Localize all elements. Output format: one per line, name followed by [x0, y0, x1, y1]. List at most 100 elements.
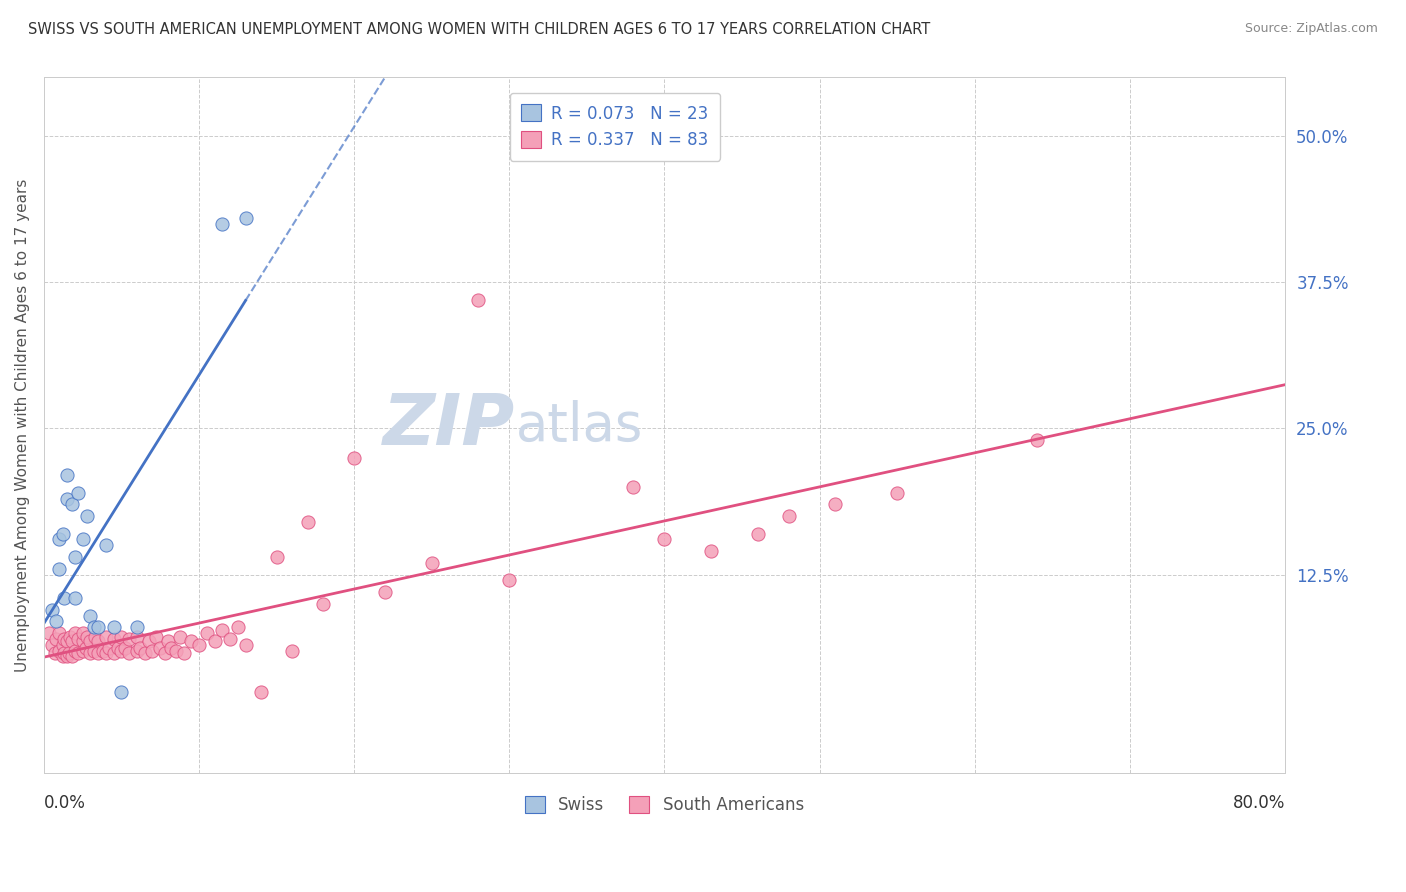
Point — [75, 641, 97, 656]
Point — [98, 641, 121, 656]
Point — [56, 649, 79, 664]
Point — [94, 538, 117, 552]
Point — [281, 643, 304, 657]
Point — [125, 620, 148, 634]
Point — [38, 626, 60, 640]
Point — [125, 630, 148, 644]
Point — [87, 620, 110, 634]
Point — [156, 634, 179, 648]
Text: 0.0%: 0.0% — [44, 795, 86, 813]
Point — [160, 641, 183, 656]
Point — [76, 509, 98, 524]
Point — [53, 632, 76, 646]
Point — [235, 638, 257, 652]
Point — [72, 643, 94, 657]
Point — [654, 533, 676, 547]
Point — [79, 608, 101, 623]
Point — [79, 634, 101, 648]
Point — [114, 641, 136, 656]
Point — [72, 626, 94, 640]
Point — [60, 634, 83, 648]
Point — [83, 643, 105, 657]
Point — [145, 630, 167, 644]
Point — [110, 684, 132, 698]
Point — [48, 643, 70, 657]
Point — [623, 480, 645, 494]
Point — [48, 562, 70, 576]
Point — [747, 526, 769, 541]
Point — [312, 597, 335, 611]
Point — [110, 643, 132, 657]
Point — [56, 468, 79, 483]
Point — [60, 497, 83, 511]
Point — [297, 515, 319, 529]
Point — [79, 646, 101, 660]
Point — [188, 638, 211, 652]
Point — [51, 649, 73, 664]
Text: Source: ZipAtlas.com: Source: ZipAtlas.com — [1244, 22, 1378, 36]
Point — [48, 626, 70, 640]
Point — [266, 549, 288, 564]
Point — [141, 643, 163, 657]
Point — [83, 620, 105, 634]
Point — [63, 549, 86, 564]
Point — [58, 646, 80, 660]
Point — [63, 643, 86, 657]
Point — [110, 630, 132, 644]
Point — [138, 634, 160, 648]
Point — [72, 533, 94, 547]
Point — [180, 634, 202, 648]
Point — [56, 634, 79, 648]
Point — [204, 634, 226, 648]
Point — [66, 646, 89, 660]
Text: ZIP: ZIP — [384, 391, 516, 460]
Point — [41, 602, 63, 616]
Point — [60, 649, 83, 664]
Legend: Swiss, South Americans: Swiss, South Americans — [515, 786, 814, 824]
Point — [118, 632, 141, 646]
Point — [48, 533, 70, 547]
Point — [44, 646, 66, 660]
Point — [45, 615, 67, 629]
Point — [195, 626, 218, 640]
Point — [824, 497, 846, 511]
Point — [103, 646, 125, 660]
Point — [778, 509, 800, 524]
Text: SWISS VS SOUTH AMERICAN UNEMPLOYMENT AMONG WOMEN WITH CHILDREN AGES 6 TO 17 YEAR: SWISS VS SOUTH AMERICAN UNEMPLOYMENT AMO… — [28, 22, 931, 37]
Point — [118, 646, 141, 660]
Point — [250, 684, 273, 698]
Point — [211, 217, 233, 231]
Point — [63, 626, 86, 640]
Point — [103, 632, 125, 646]
Point — [63, 591, 86, 605]
Point — [87, 646, 110, 660]
Point — [700, 544, 723, 558]
Text: 80.0%: 80.0% — [1233, 795, 1285, 813]
Point — [94, 630, 117, 644]
Point — [87, 634, 110, 648]
Point — [467, 293, 489, 307]
Y-axis label: Unemployment Among Women with Children Ages 6 to 17 years: Unemployment Among Women with Children A… — [15, 178, 30, 673]
Point — [59, 630, 82, 644]
Point — [84, 630, 107, 644]
Point — [498, 574, 520, 588]
Point — [129, 641, 152, 656]
Point — [211, 623, 233, 637]
Point — [235, 211, 257, 225]
Point — [53, 591, 76, 605]
Point — [886, 485, 908, 500]
Point — [103, 620, 125, 634]
Text: atlas: atlas — [516, 400, 643, 451]
Point — [66, 632, 89, 646]
Point — [134, 646, 156, 660]
Point — [169, 630, 191, 644]
Point — [45, 632, 67, 646]
Point — [76, 630, 98, 644]
Point — [173, 646, 195, 660]
Point — [107, 641, 129, 656]
Point — [219, 632, 242, 646]
Point — [51, 526, 73, 541]
Point — [91, 643, 114, 657]
Point — [53, 646, 76, 660]
Point — [226, 620, 249, 634]
